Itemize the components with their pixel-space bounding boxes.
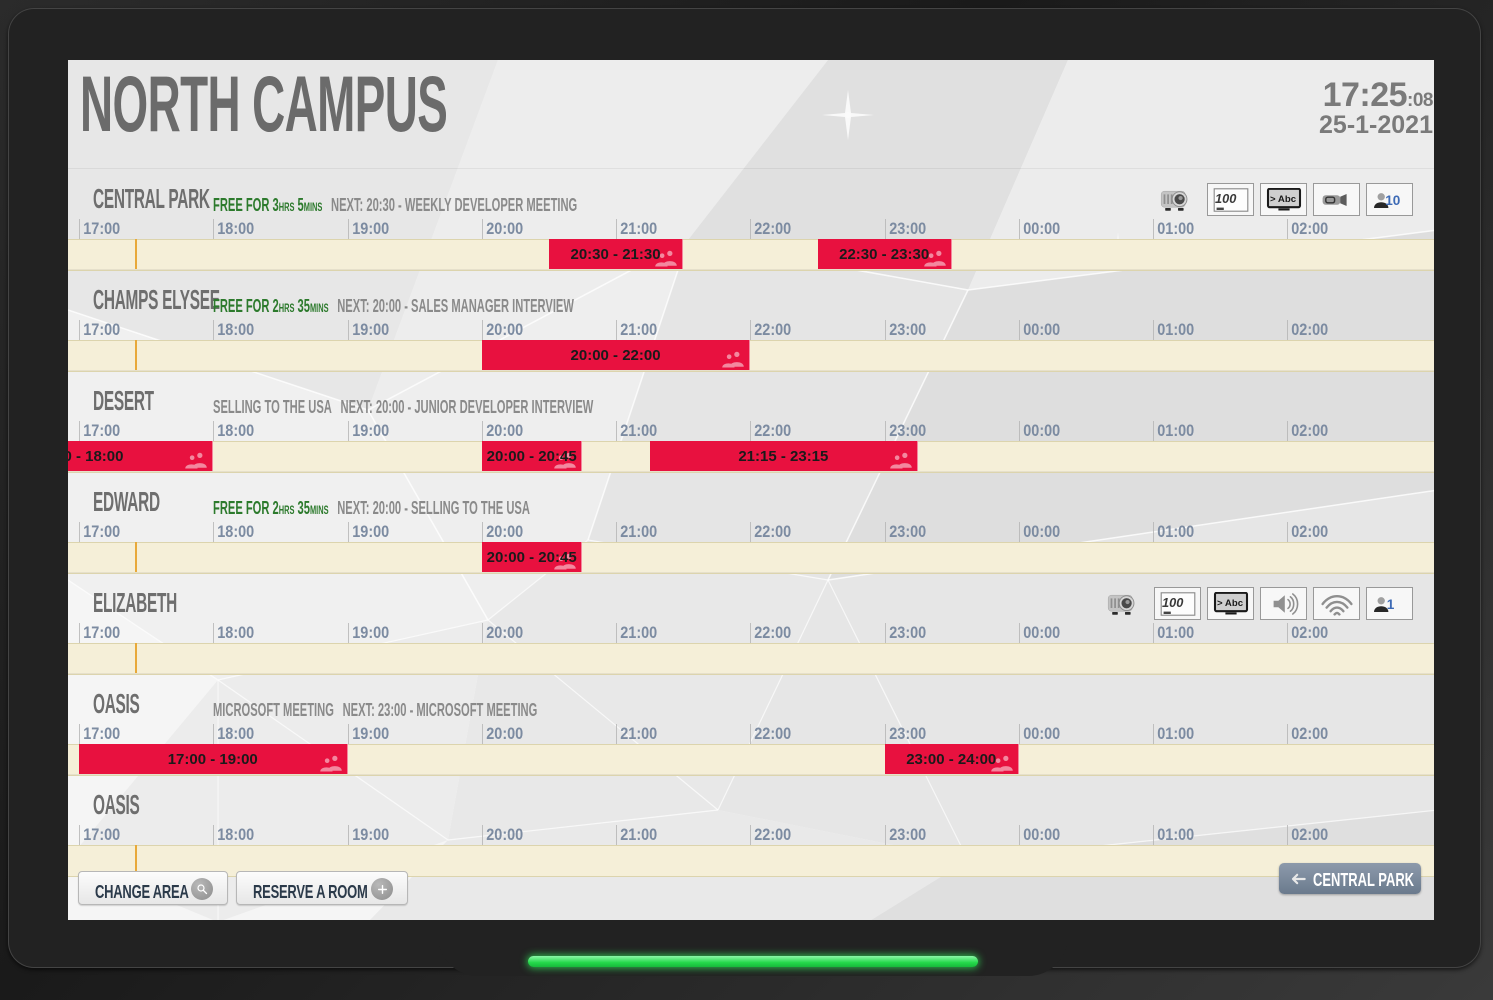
svg-text:> Abc: > Abc	[1270, 194, 1297, 205]
svg-text:100: 100	[1162, 594, 1183, 609]
svg-text:10: 10	[1385, 192, 1400, 207]
svg-text:> Abc: > Abc	[1217, 598, 1244, 609]
svg-text:1: 1	[1386, 596, 1394, 611]
svg-text:100: 100	[1215, 190, 1236, 205]
